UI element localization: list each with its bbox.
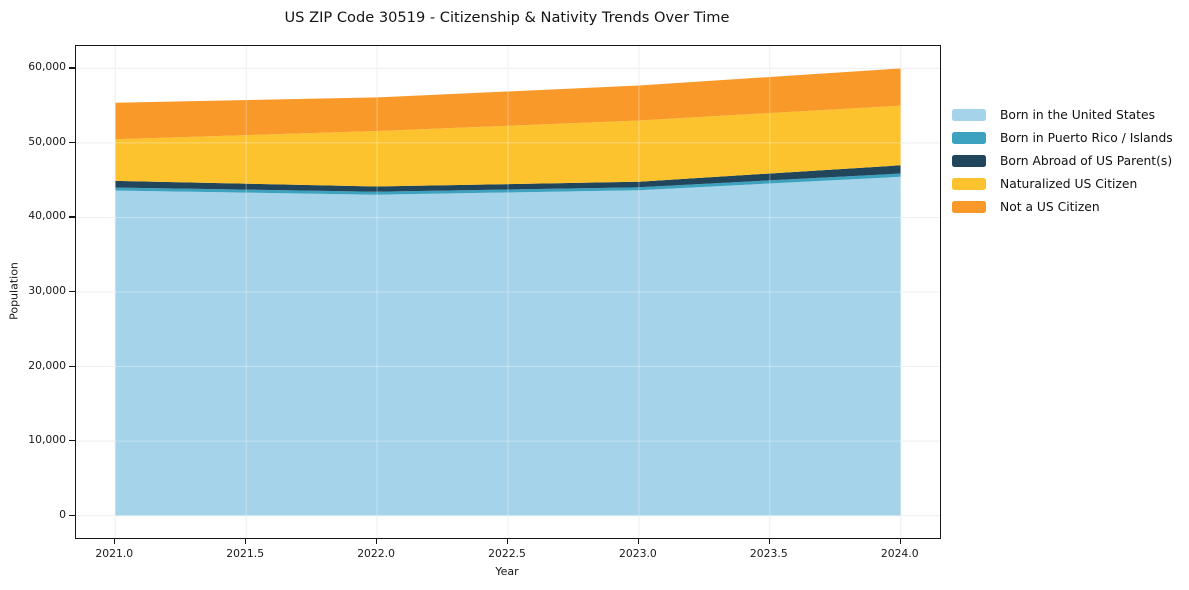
legend-label: Born in Puerto Rico / Islands — [1000, 130, 1173, 145]
y-tick-mark — [69, 216, 75, 218]
chart-title: US ZIP Code 30519 - Citizenship & Nativi… — [284, 9, 730, 26]
plot-area — [75, 45, 941, 539]
x-tick-mark — [114, 538, 116, 544]
x-tick-label: 2021.5 — [226, 547, 265, 560]
area-born-abroad-of-us-parent-s — [115, 165, 901, 192]
x-tick-label: 2023.0 — [619, 547, 657, 560]
y-tick-mark — [69, 440, 75, 442]
y-tick-mark — [69, 291, 75, 293]
legend-item-naturalized-us-citizen: Naturalized US Citizen — [952, 173, 1173, 196]
legend-swatch-icon — [952, 131, 986, 144]
stacked-area-canvas — [76, 46, 940, 538]
x-tick-label: 2023.5 — [749, 547, 788, 560]
area-born-in-the-united-states — [115, 176, 901, 516]
area-born-in-puerto-rico-islands — [115, 173, 901, 195]
x-tick-mark — [899, 538, 901, 544]
legend-swatch-icon — [952, 154, 986, 167]
legend-item-not-a-us-citizen: Not a US Citizen — [952, 196, 1173, 219]
y-tick-label: 20,000 — [28, 358, 66, 372]
legend-item-born-in-puerto-rico-islands: Born in Puerto Rico / Islands — [952, 126, 1173, 149]
x-tick-label: 2024.0 — [880, 547, 919, 560]
legend-swatch-icon — [952, 108, 986, 121]
y-tick-mark — [69, 365, 75, 367]
y-tick-label: 30,000 — [28, 284, 66, 297]
y-tick-label: 50,000 — [28, 134, 66, 148]
legend-item-born-abroad-of-us-parent-s: Born Abroad of US Parent(s) — [952, 149, 1173, 172]
x-tick-mark — [245, 538, 247, 544]
x-tick-mark — [768, 538, 770, 544]
x-tick-label: 2022.0 — [357, 547, 395, 560]
y-tick-label: 0 — [59, 507, 66, 521]
legend: Born in the United States Born in Puerto … — [952, 103, 1173, 219]
area-naturalized-us-citizen — [115, 105, 901, 187]
legend-label: Not a US Citizen — [1000, 200, 1100, 215]
x-tick-label: 2021.0 — [95, 547, 134, 560]
y-tick-mark — [69, 67, 75, 69]
legend-swatch-icon — [952, 201, 986, 214]
x-tick-label: 2022.5 — [488, 547, 526, 560]
x-tick-mark — [376, 538, 378, 544]
legend-label: Born Abroad of US Parent(s) — [1000, 153, 1173, 168]
legend-label: Naturalized US Citizen — [1000, 177, 1138, 192]
area-not-a-us-citizen — [115, 68, 901, 140]
x-tick-mark — [507, 538, 509, 544]
legend-label: Born in the United States — [1000, 107, 1155, 122]
y-tick-label: 60,000 — [28, 60, 66, 74]
y-tick-label: 10,000 — [28, 433, 66, 447]
y-tick-mark — [69, 141, 75, 144]
legend-item-born-in-the-united-states: Born in the United States — [952, 103, 1173, 126]
y-tick-mark — [69, 514, 75, 516]
legend-swatch-icon — [952, 178, 986, 191]
x-axis-title: Year — [495, 565, 519, 578]
x-tick-mark — [637, 538, 640, 544]
y-tick-label: 40,000 — [28, 209, 66, 223]
